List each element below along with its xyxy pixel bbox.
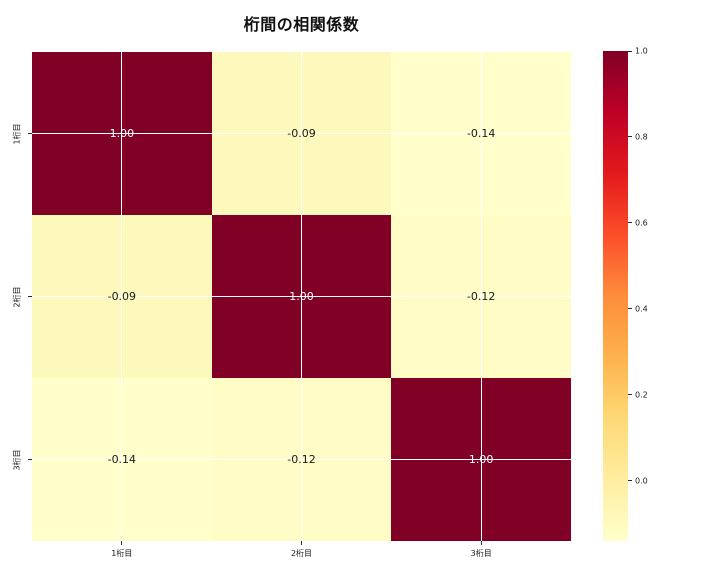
y-tick-label: 1桁目	[12, 122, 22, 145]
colorbar	[603, 51, 628, 541]
x-tick-mark	[301, 541, 302, 545]
colorbar-tick-label: 0.6	[635, 218, 648, 228]
colorbar-tick-mark	[628, 394, 632, 396]
x-tick-mark	[121, 541, 123, 545]
cell-value: 1.00	[289, 290, 314, 303]
x-tick-label: 1桁目	[111, 549, 133, 558]
colorbar-tick-mark	[628, 136, 632, 138]
y-tick-mark	[28, 296, 32, 297]
gridline-horizontal	[32, 296, 571, 297]
colorbar-tick-label: 0.8	[635, 132, 648, 142]
y-tick-mark	[28, 459, 32, 460]
colorbar-tick-label: 0.0	[635, 476, 648, 486]
cell-value: -0.09	[107, 290, 137, 303]
cell-value: -0.12	[466, 290, 496, 303]
x-tick-mark	[480, 541, 482, 545]
y-tick-label: 3桁目	[12, 448, 22, 471]
colorbar-tick-mark	[628, 50, 632, 52]
cell-value: 1.00	[468, 453, 494, 466]
x-tick-label: 3桁目	[470, 549, 492, 558]
chart-title: 桁間の相関係数	[243, 15, 360, 34]
heatmap-grid: 1.00 -0.09 -0.14 -0.09 1.00 -0.12 -0.14 -0.12 1.…	[32, 52, 571, 541]
cell-value: -0.12	[287, 453, 316, 466]
x-tick-label: 2桁目	[290, 549, 313, 558]
colorbar-tick-label: 1.0	[635, 46, 648, 56]
cell-value: -0.14	[107, 453, 137, 466]
colorbar-tick-mark	[628, 222, 632, 224]
cell-value: -0.14	[466, 127, 496, 140]
cell-value: 1.00	[109, 127, 135, 140]
gridline-vertical	[480, 52, 482, 541]
colorbar-tick-label: 0.2	[635, 390, 648, 400]
y-tick-mark	[28, 133, 32, 134]
cell-value: -0.09	[287, 127, 316, 140]
gridline-horizontal	[32, 459, 571, 460]
colorbar-tick-mark	[628, 308, 632, 310]
colorbar-tick-label: 0.4	[635, 304, 648, 314]
y-tick-label: 2桁目	[12, 285, 22, 308]
colorbar-tick-mark	[628, 480, 632, 482]
